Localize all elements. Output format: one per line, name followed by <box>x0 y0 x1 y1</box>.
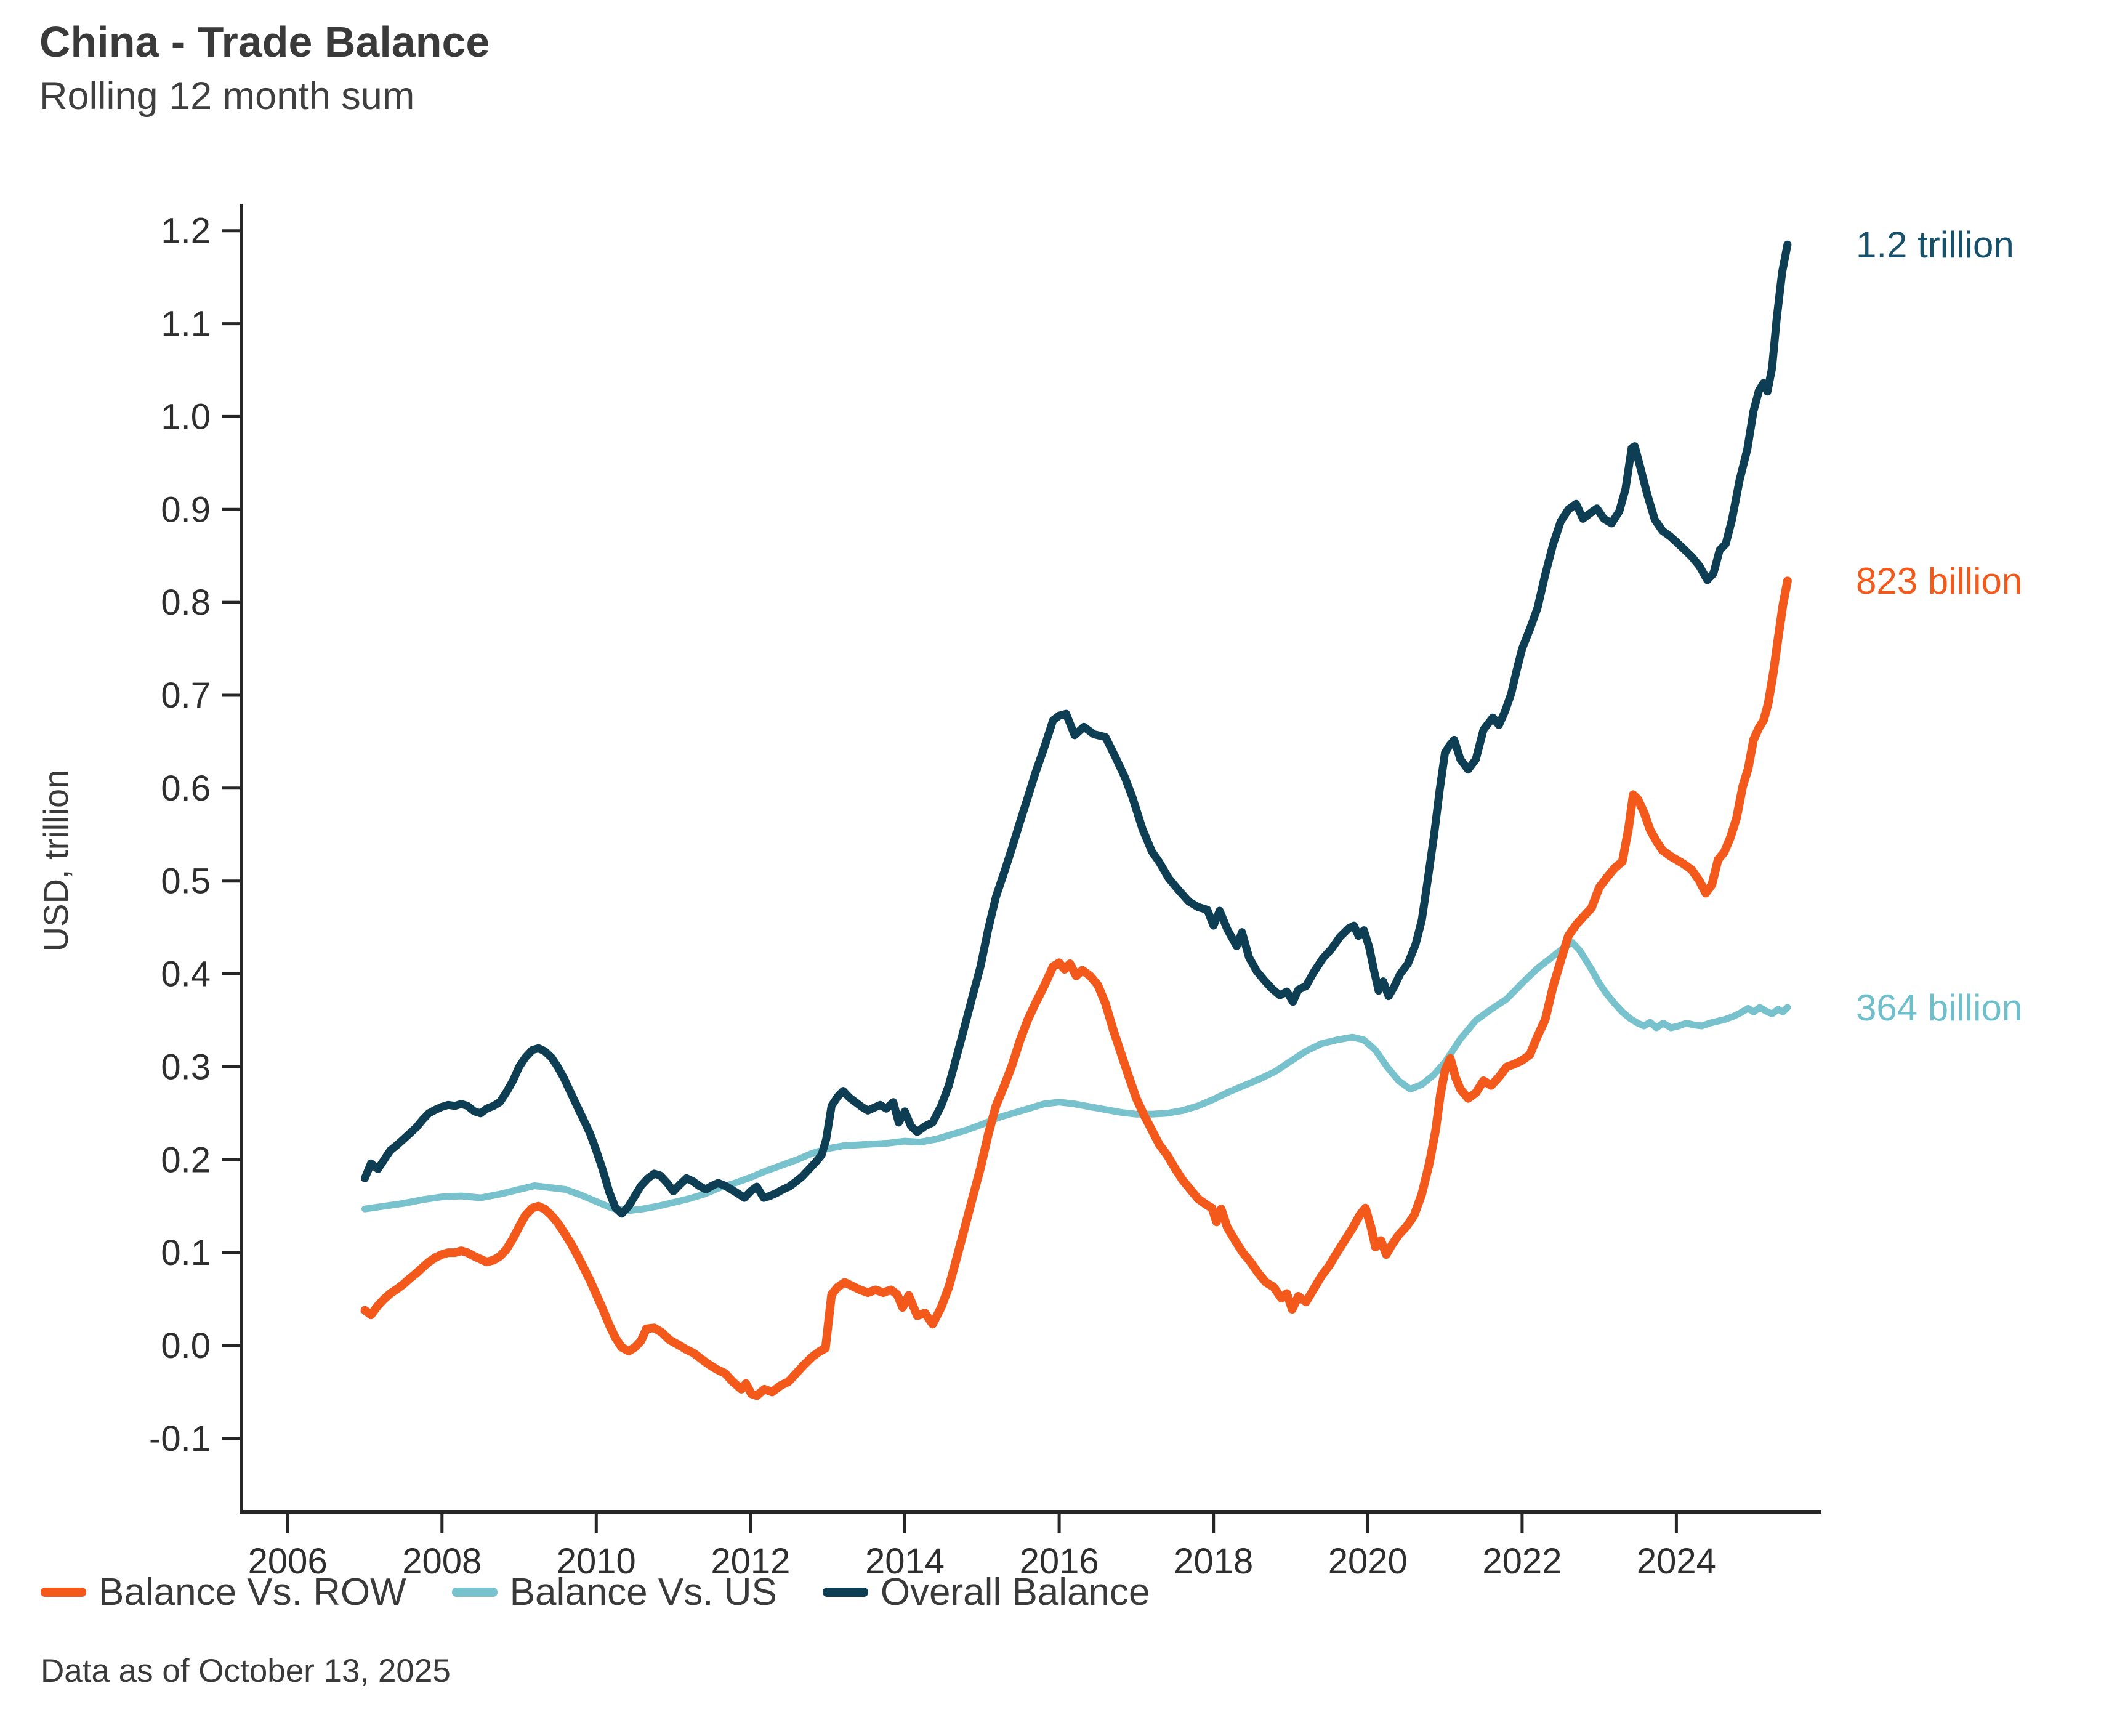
y-tick-label: 0.4 <box>161 955 211 995</box>
x-tick-label: 2010 <box>557 1541 636 1581</box>
end-value-label-overall: 1.2 trillion <box>1856 224 2014 266</box>
legend-swatch-overall <box>822 1588 868 1597</box>
legend-label-overall: Overall Balance <box>880 1571 1150 1613</box>
legend: Balance Vs. ROW Balance Vs. US Overall B… <box>41 1570 1150 1614</box>
x-tick-label: 2014 <box>865 1541 945 1581</box>
series-line-balance-vs-us <box>361 939 1791 1214</box>
y-tick-label: 0.7 <box>161 676 211 716</box>
page-title: China - Trade Balance <box>39 18 490 66</box>
y-tick-label: 0.0 <box>161 1326 211 1366</box>
x-tick-label: 2020 <box>1328 1541 1408 1581</box>
data-as-of-footnote: Data as of October 13, 2025 <box>41 1653 451 1689</box>
series-line-overall-balance <box>361 240 1792 1218</box>
legend-swatch-row <box>41 1588 86 1597</box>
x-tick-label: 2016 <box>1020 1541 1099 1581</box>
x-tick-label: 2006 <box>248 1541 328 1581</box>
legend-item-balance-vs-us: Balance Vs. US <box>451 1570 777 1614</box>
legend-label-us: Balance Vs. US <box>509 1571 777 1613</box>
x-tick-label: 2022 <box>1482 1541 1562 1581</box>
legend-swatch-us <box>451 1588 498 1597</box>
y-tick-label: -0.1 <box>149 1419 211 1459</box>
x-tick-label: 2008 <box>402 1541 482 1581</box>
y-tick-label: 0.8 <box>161 583 211 623</box>
y-tick-label: 0.1 <box>161 1233 211 1273</box>
end-value-label-row: 823 billion <box>1856 560 2023 602</box>
y-axis-title: USD, trillion <box>36 770 75 952</box>
y-tick-label: 0.3 <box>161 1047 211 1087</box>
legend-item-overall-balance: Overall Balance <box>822 1570 1150 1614</box>
y-tick-label: 1.0 <box>161 397 211 437</box>
y-tick-label: 0.6 <box>161 769 211 809</box>
page-subtitle: Rolling 12 month sum <box>39 75 415 118</box>
y-tick-label: 1.2 <box>161 211 211 251</box>
end-value-label-us: 364 billion <box>1856 987 2023 1028</box>
x-tick-label: 2024 <box>1637 1541 1716 1581</box>
y-tick-label: 0.9 <box>161 490 211 530</box>
y-tick-label: 0.5 <box>161 862 211 902</box>
x-tick-label: 2018 <box>1174 1541 1253 1581</box>
legend-label-row: Balance Vs. ROW <box>99 1571 406 1613</box>
x-tick-label: 2012 <box>711 1541 790 1581</box>
y-tick-label: 1.1 <box>161 304 211 344</box>
series-line-balance-vs-row <box>360 576 1792 1400</box>
legend-item-balance-vs-row: Balance Vs. ROW <box>41 1570 406 1614</box>
y-tick-label: 0.2 <box>161 1140 211 1180</box>
